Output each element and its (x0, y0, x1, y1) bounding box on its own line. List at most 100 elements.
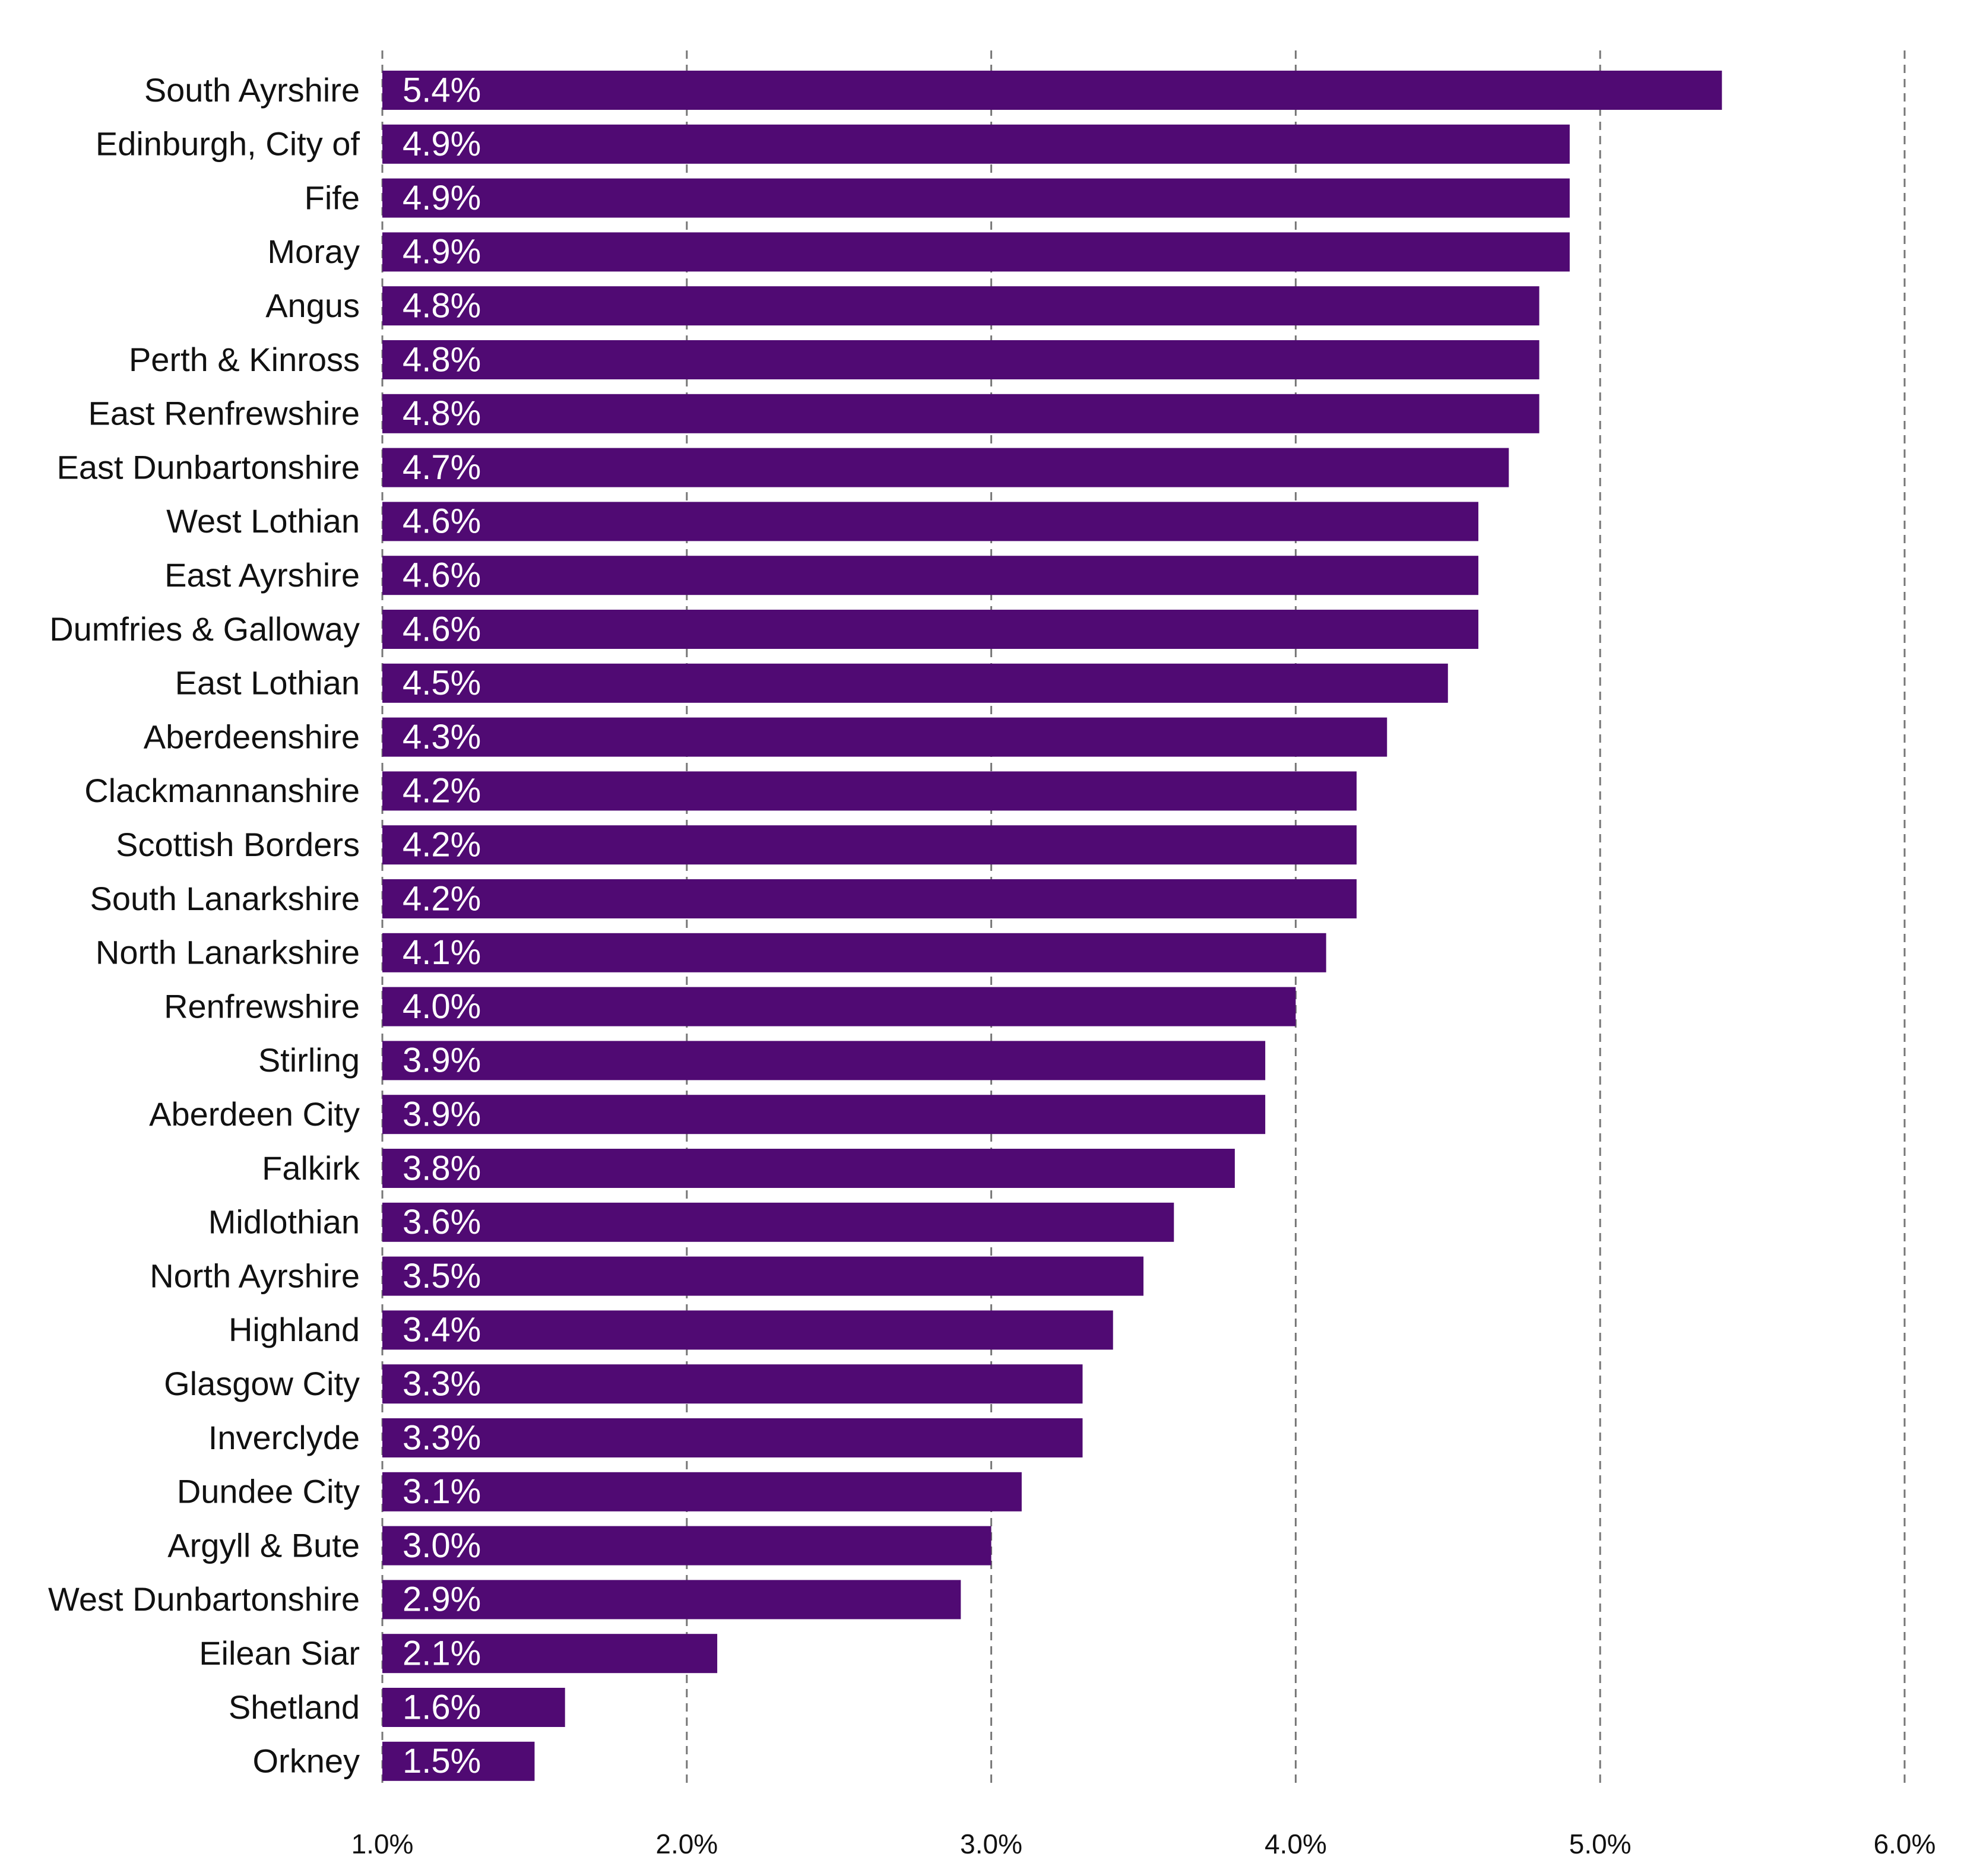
value-label: 2.9% (403, 1580, 481, 1619)
bar (382, 1364, 1083, 1404)
bar (382, 987, 1296, 1026)
category-label: Dumfries & Galloway (49, 610, 360, 648)
value-label: 4.1% (403, 933, 481, 972)
value-label: 1.5% (403, 1742, 481, 1780)
value-label: 4.3% (403, 718, 481, 756)
category-label: Clackmannanshire (84, 772, 360, 809)
category-label: Angus (265, 287, 360, 324)
category-label: Midlothian (208, 1203, 360, 1241)
value-label: 4.7% (403, 448, 481, 487)
x-tick-label: 4.0% (1265, 1829, 1327, 1859)
value-label: 3.6% (403, 1203, 481, 1241)
value-label: 4.6% (403, 556, 481, 595)
bar (382, 124, 1570, 164)
category-label: North Ayrshire (150, 1257, 360, 1294)
bar (382, 1580, 961, 1620)
bar (382, 502, 1479, 541)
bar (382, 232, 1570, 272)
value-label: 3.3% (403, 1365, 481, 1403)
value-label: 3.1% (403, 1472, 481, 1511)
value-label: 4.8% (403, 287, 481, 325)
category-label: Edinburgh, City of (96, 125, 360, 163)
value-label: 4.8% (403, 340, 481, 379)
category-label: Fife (305, 179, 360, 216)
bar (382, 178, 1570, 218)
category-label: Highland (229, 1311, 360, 1348)
value-label: 3.3% (403, 1418, 481, 1457)
bar (382, 1095, 1266, 1135)
category-label: Falkirk (262, 1149, 360, 1187)
category-label: Aberdeen City (149, 1095, 360, 1133)
category-label: Argyll & Bute (167, 1526, 360, 1564)
bar (382, 771, 1357, 811)
value-label: 4.2% (403, 879, 481, 918)
bar (382, 1418, 1083, 1457)
bar (382, 556, 1479, 595)
bar (382, 1688, 565, 1727)
value-label: 3.4% (403, 1311, 481, 1349)
bar (382, 1256, 1143, 1296)
bar (382, 717, 1387, 757)
x-tick-label: 5.0% (1569, 1829, 1631, 1859)
value-label: 3.9% (403, 1095, 481, 1134)
bar (382, 933, 1326, 972)
bar (382, 71, 1722, 110)
category-label: Inverclyde (208, 1419, 360, 1456)
x-tick-label: 6.0% (1874, 1829, 1936, 1859)
category-label: Moray (267, 233, 360, 270)
value-label: 3.5% (403, 1257, 481, 1295)
bar (382, 1634, 718, 1674)
category-label: East Renfrewshire (88, 395, 360, 432)
value-label: 4.6% (403, 610, 481, 648)
x-tick-label: 2.0% (655, 1829, 718, 1859)
category-label: Aberdeenshire (144, 718, 360, 755)
bar (382, 663, 1448, 703)
bar (382, 394, 1539, 433)
category-label: Glasgow City (164, 1365, 360, 1402)
bar (382, 1202, 1174, 1242)
bar (382, 448, 1509, 487)
bar (382, 1472, 1022, 1511)
bar (382, 340, 1539, 379)
bar (382, 286, 1539, 326)
value-label: 5.4% (403, 71, 481, 109)
bar (382, 1149, 1235, 1188)
category-label: Renfrewshire (164, 987, 360, 1025)
category-label: Eilean Siar (199, 1634, 360, 1672)
category-label: Shetland (229, 1688, 360, 1726)
value-label: 4.2% (403, 826, 481, 864)
category-label: South Lanarkshire (90, 880, 360, 917)
category-label: East Dunbartonshire (56, 448, 360, 486)
value-label: 4.8% (403, 394, 481, 433)
category-label: East Ayrshire (164, 556, 360, 594)
value-label: 4.5% (403, 664, 481, 702)
value-label: 4.6% (403, 502, 481, 541)
category-label: East Lothian (175, 664, 360, 702)
bar (382, 610, 1479, 649)
x-tick-label: 3.0% (960, 1829, 1022, 1859)
bar (382, 879, 1357, 918)
bar (382, 1041, 1266, 1080)
bar (382, 825, 1357, 865)
value-label: 4.9% (403, 125, 481, 163)
value-label: 3.0% (403, 1526, 481, 1565)
category-label: North Lanarkshire (96, 934, 360, 971)
value-label: 4.2% (403, 772, 481, 810)
category-label: West Dunbartonshire (48, 1580, 360, 1618)
value-label: 3.9% (403, 1041, 481, 1080)
category-label: Perth & Kinross (129, 341, 360, 378)
value-label: 3.8% (403, 1149, 481, 1187)
value-label: 4.9% (403, 179, 481, 217)
value-label: 4.0% (403, 987, 481, 1026)
category-label: Orkney (253, 1742, 360, 1780)
category-label: Dundee City (177, 1473, 360, 1510)
bar (382, 1310, 1113, 1350)
x-tick-label: 1.0% (351, 1829, 414, 1859)
bar (382, 1741, 535, 1781)
category-label: Stirling (258, 1041, 360, 1079)
category-label: Scottish Borders (116, 826, 360, 863)
value-label: 2.1% (403, 1634, 481, 1673)
value-label: 1.6% (403, 1688, 481, 1726)
bar (382, 1526, 991, 1566)
